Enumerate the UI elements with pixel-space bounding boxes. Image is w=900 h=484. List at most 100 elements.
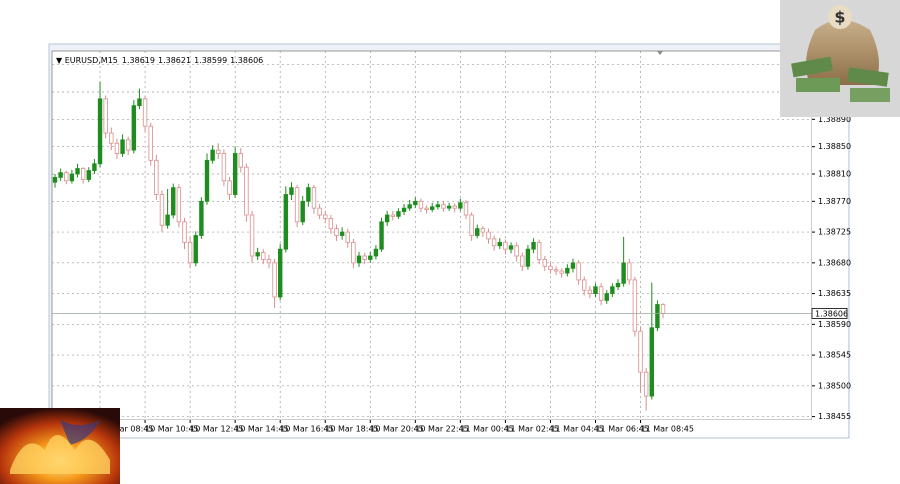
candle-body <box>424 207 429 210</box>
candle-body <box>418 200 424 209</box>
candle-body <box>458 202 463 209</box>
candle-body <box>497 241 502 247</box>
candle-body <box>154 159 159 195</box>
shift-marker <box>657 51 663 55</box>
x-tick-label: 11 Mar 00:45 <box>460 425 513 434</box>
candle-body <box>114 142 120 154</box>
candle-body <box>52 177 58 183</box>
candle-body <box>125 139 131 151</box>
candle-body <box>401 207 407 212</box>
candle-body <box>362 255 367 260</box>
y-tick-label: 1.38455 <box>818 412 851 421</box>
candle-body <box>109 132 114 144</box>
candle-body <box>576 262 581 281</box>
candle-body <box>317 207 322 216</box>
candle-body <box>520 255 525 267</box>
candle-body <box>610 286 615 294</box>
candle-body <box>277 248 283 298</box>
candle-body <box>159 194 165 226</box>
x-tick-label: 11 Mar 06:45 <box>595 425 648 434</box>
candle-body <box>294 187 300 223</box>
candle-body <box>463 202 469 216</box>
candle-body <box>328 218 334 230</box>
candle-body <box>553 269 559 272</box>
candle-body <box>649 327 654 397</box>
candle-body <box>525 248 531 267</box>
candle-body <box>570 262 576 269</box>
x-tick-label: 10 Mar 16:45 <box>280 425 333 434</box>
candle-body <box>80 168 86 180</box>
candle-body <box>311 187 317 209</box>
svg-text:$: $ <box>834 8 845 27</box>
candle-body <box>199 200 204 236</box>
candle-body <box>396 211 401 217</box>
y-tick-label: 1.38890 <box>818 115 851 124</box>
candle-body <box>69 173 75 182</box>
candle-body <box>255 252 260 257</box>
candle-body <box>475 228 480 236</box>
candle-body <box>621 262 626 284</box>
candle-body <box>289 187 294 195</box>
candle-body <box>508 245 514 250</box>
candle-body <box>272 262 277 298</box>
candle-body <box>171 187 176 216</box>
candle-body <box>216 149 221 154</box>
candle-body <box>407 204 412 209</box>
candle-body <box>306 187 311 202</box>
candle-body <box>300 200 305 223</box>
candle-body <box>446 205 452 209</box>
candle-body <box>266 259 272 264</box>
candle-body <box>514 245 519 257</box>
candle-body <box>244 166 249 216</box>
y-tick-label: 1.38680 <box>818 258 851 267</box>
x-tick-label: 10 Mar 20:45 <box>370 425 423 434</box>
candle-body <box>565 267 570 274</box>
candle-body <box>261 252 266 260</box>
candle-body <box>373 248 379 257</box>
candle-body <box>345 231 350 243</box>
y-tick-label: 1.38500 <box>818 381 851 390</box>
y-tick-label: 1.38850 <box>818 142 851 151</box>
candle-body <box>97 98 103 165</box>
candle-body <box>238 153 243 168</box>
y-tick-label: 1.38770 <box>818 197 851 206</box>
money-bag-image: $ <box>780 0 900 117</box>
candle-body <box>92 163 97 171</box>
header-high: 1.38621 <box>158 56 191 65</box>
candle-body <box>660 304 666 314</box>
candle-body <box>503 241 508 250</box>
y-tick-label: 1.38590 <box>818 320 851 329</box>
candle-body <box>210 149 215 161</box>
candle-body <box>232 153 238 195</box>
candle-body <box>384 214 390 223</box>
candle-body <box>491 238 497 247</box>
candle-body <box>368 255 373 260</box>
candle-body <box>339 231 345 236</box>
fire-image <box>0 408 120 484</box>
candle-body <box>356 255 362 264</box>
candle-body <box>120 139 125 154</box>
candle-body <box>176 187 182 223</box>
candle-body <box>283 194 289 250</box>
candle-body <box>390 214 395 217</box>
candle-body <box>148 125 153 161</box>
candle-body <box>323 214 328 219</box>
chart-title: EURUSD,M15 <box>65 56 118 65</box>
bid-label: 1.38606 <box>815 309 848 318</box>
y-tick-label: 1.38725 <box>818 228 851 237</box>
candle-body <box>204 159 210 202</box>
candle-body <box>441 204 446 209</box>
header-low: 1.38599 <box>194 56 227 65</box>
x-tick-label: 10 Mar 12:45 <box>190 425 243 434</box>
candle-body <box>182 221 187 243</box>
candle-body <box>58 172 63 178</box>
x-tick-label: 10 Mar 18:45 <box>325 425 378 434</box>
candle-body <box>137 98 142 107</box>
candle-body <box>559 270 564 274</box>
candle-body <box>103 98 108 134</box>
plot-area <box>51 50 813 421</box>
candle-body <box>632 279 638 332</box>
candle-body <box>430 206 435 210</box>
header-arrow: ▼ <box>56 56 65 65</box>
